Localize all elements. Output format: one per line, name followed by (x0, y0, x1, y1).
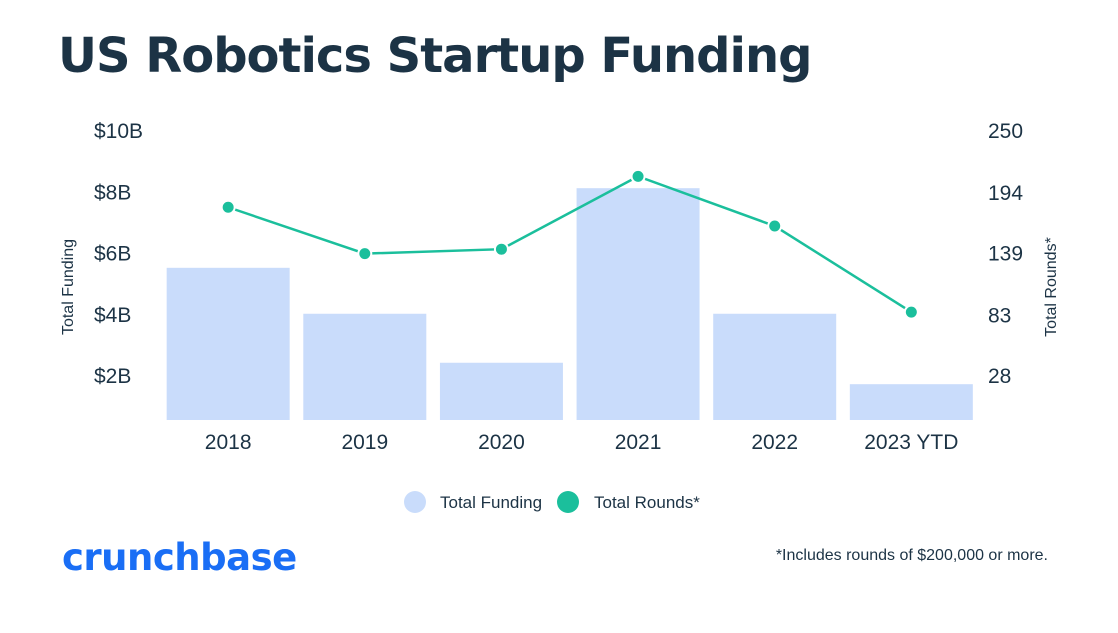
legend-label-funding: Total Funding (440, 493, 542, 512)
x-axis: 2018 2019 2020 2021 2022 2023 YTD (205, 431, 959, 454)
rounds-point (493, 241, 509, 257)
left-tick-label: $2B (94, 365, 131, 388)
funding-bar (576, 188, 700, 420)
rounds-series-line (227, 174, 912, 314)
right-axis-label: Total Rounds* (1043, 237, 1060, 337)
bars (166, 188, 973, 420)
x-tick-label: 2020 (478, 431, 525, 454)
legend: Total Funding Total Rounds* (404, 491, 700, 513)
left-axis: $10B $8B $6B $4B $2B Total Funding (60, 120, 143, 388)
funding-bar (166, 267, 290, 420)
x-tick-label: 2018 (205, 431, 252, 454)
funding-bar (303, 313, 427, 420)
right-tick-label: 194 (988, 182, 1023, 205)
right-tick-label: 28 (988, 365, 1011, 388)
rounds-point (903, 304, 919, 320)
left-tick-label: $8B (94, 181, 131, 204)
left-tick-label: $10B (94, 120, 143, 143)
x-tick-label: 2019 (341, 431, 388, 454)
legend-swatch-funding (404, 491, 426, 513)
rounds-point (630, 168, 646, 184)
funding-bar (849, 384, 973, 420)
left-axis-label: Total Funding (60, 239, 77, 335)
left-tick-label: $4B (94, 304, 131, 327)
x-tick-label: 2022 (751, 431, 798, 454)
rounds-point (767, 218, 783, 234)
left-tick-label: $6B (94, 243, 131, 266)
right-tick-label: 83 (988, 304, 1011, 327)
funding-bar (439, 362, 563, 420)
legend-swatch-rounds (557, 491, 579, 513)
right-tick-label: 139 (988, 243, 1023, 266)
right-axis: 250 194 139 83 28 Total Rounds* (988, 120, 1060, 388)
rounds-point (357, 246, 373, 262)
rounds-line (220, 168, 919, 320)
rounds-point (220, 199, 236, 215)
x-tick-label: 2021 (615, 431, 662, 454)
x-tick-label: 2023 YTD (864, 431, 958, 454)
chart-title: US Robotics Startup Funding (58, 28, 813, 84)
crunchbase-logo: crunchbase (62, 536, 297, 579)
legend-label-rounds: Total Rounds* (594, 493, 700, 512)
funding-bar (713, 313, 837, 420)
footnote: *Includes rounds of $200,000 or more. (775, 547, 1048, 564)
right-tick-label: 250 (988, 120, 1023, 143)
